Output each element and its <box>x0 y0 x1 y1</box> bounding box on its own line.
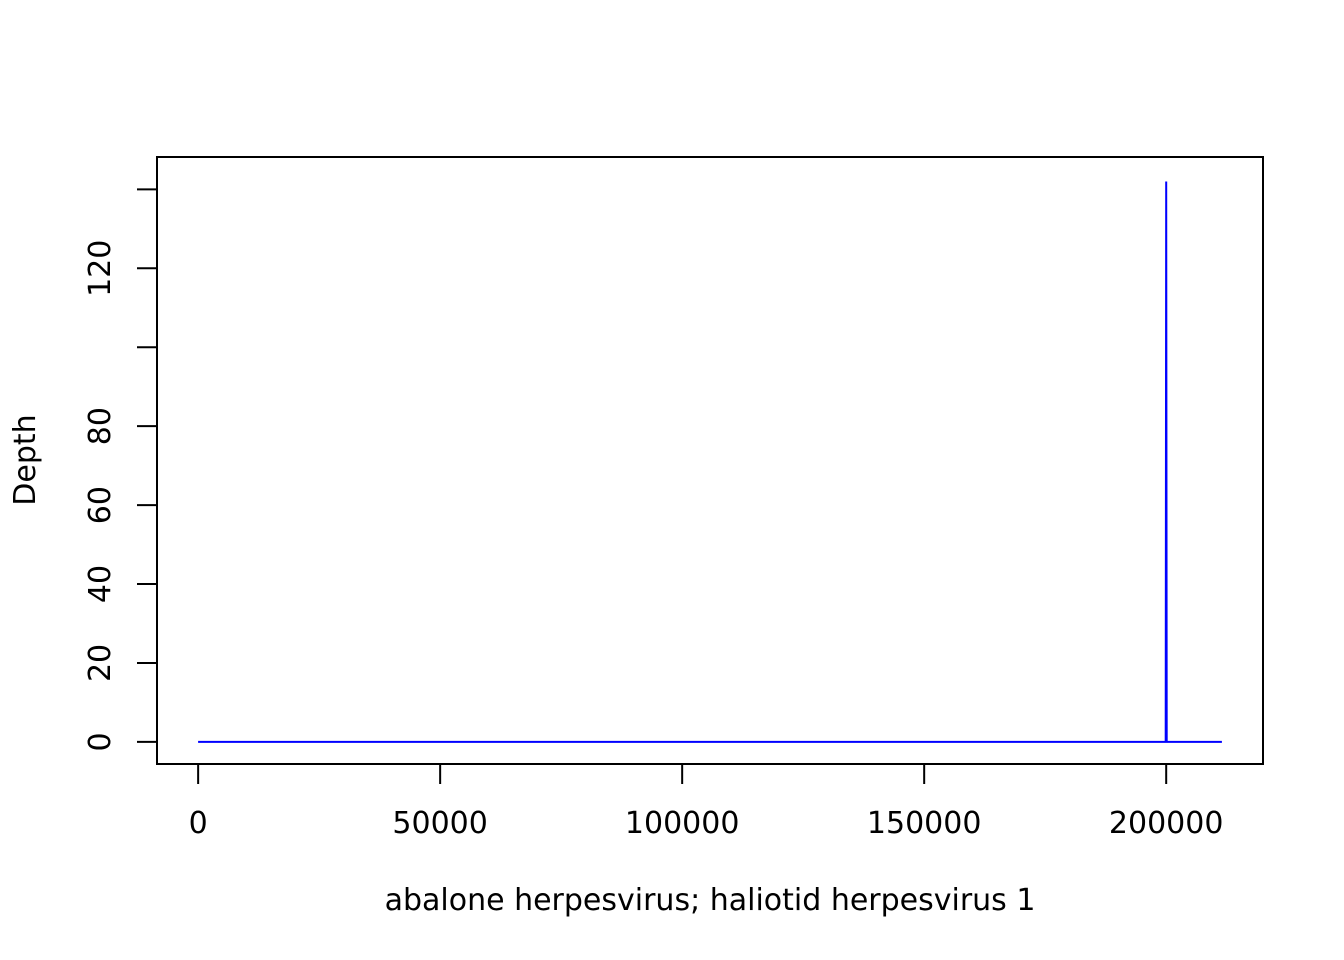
y-tick-label: 120 <box>83 240 118 297</box>
x-tick-label: 150000 <box>867 806 982 841</box>
y-tick-label: 0 <box>83 732 118 751</box>
y-tick-label: 80 <box>83 407 118 445</box>
x-tick-label: 100000 <box>625 806 740 841</box>
plot-frame <box>156 156 1264 765</box>
x-tick-label: 0 <box>189 806 208 841</box>
x-axis: 0 50000 100000 150000 200000 <box>189 763 1224 841</box>
x-axis-title: abalone herpesvirus; haliotid herpesviru… <box>385 883 1036 918</box>
depth-line <box>198 181 1222 743</box>
y-tick-label: 20 <box>83 644 118 682</box>
y-axis-title: Depth <box>8 414 43 505</box>
y-tick-label: 40 <box>83 565 118 603</box>
series-layer <box>198 181 1222 743</box>
x-tick-label: 200000 <box>1109 806 1224 841</box>
x-tick-label: 50000 <box>392 806 487 841</box>
y-axis: 0 20 40 60 80 120 <box>83 188 158 751</box>
y-tick-label: 60 <box>83 486 118 524</box>
